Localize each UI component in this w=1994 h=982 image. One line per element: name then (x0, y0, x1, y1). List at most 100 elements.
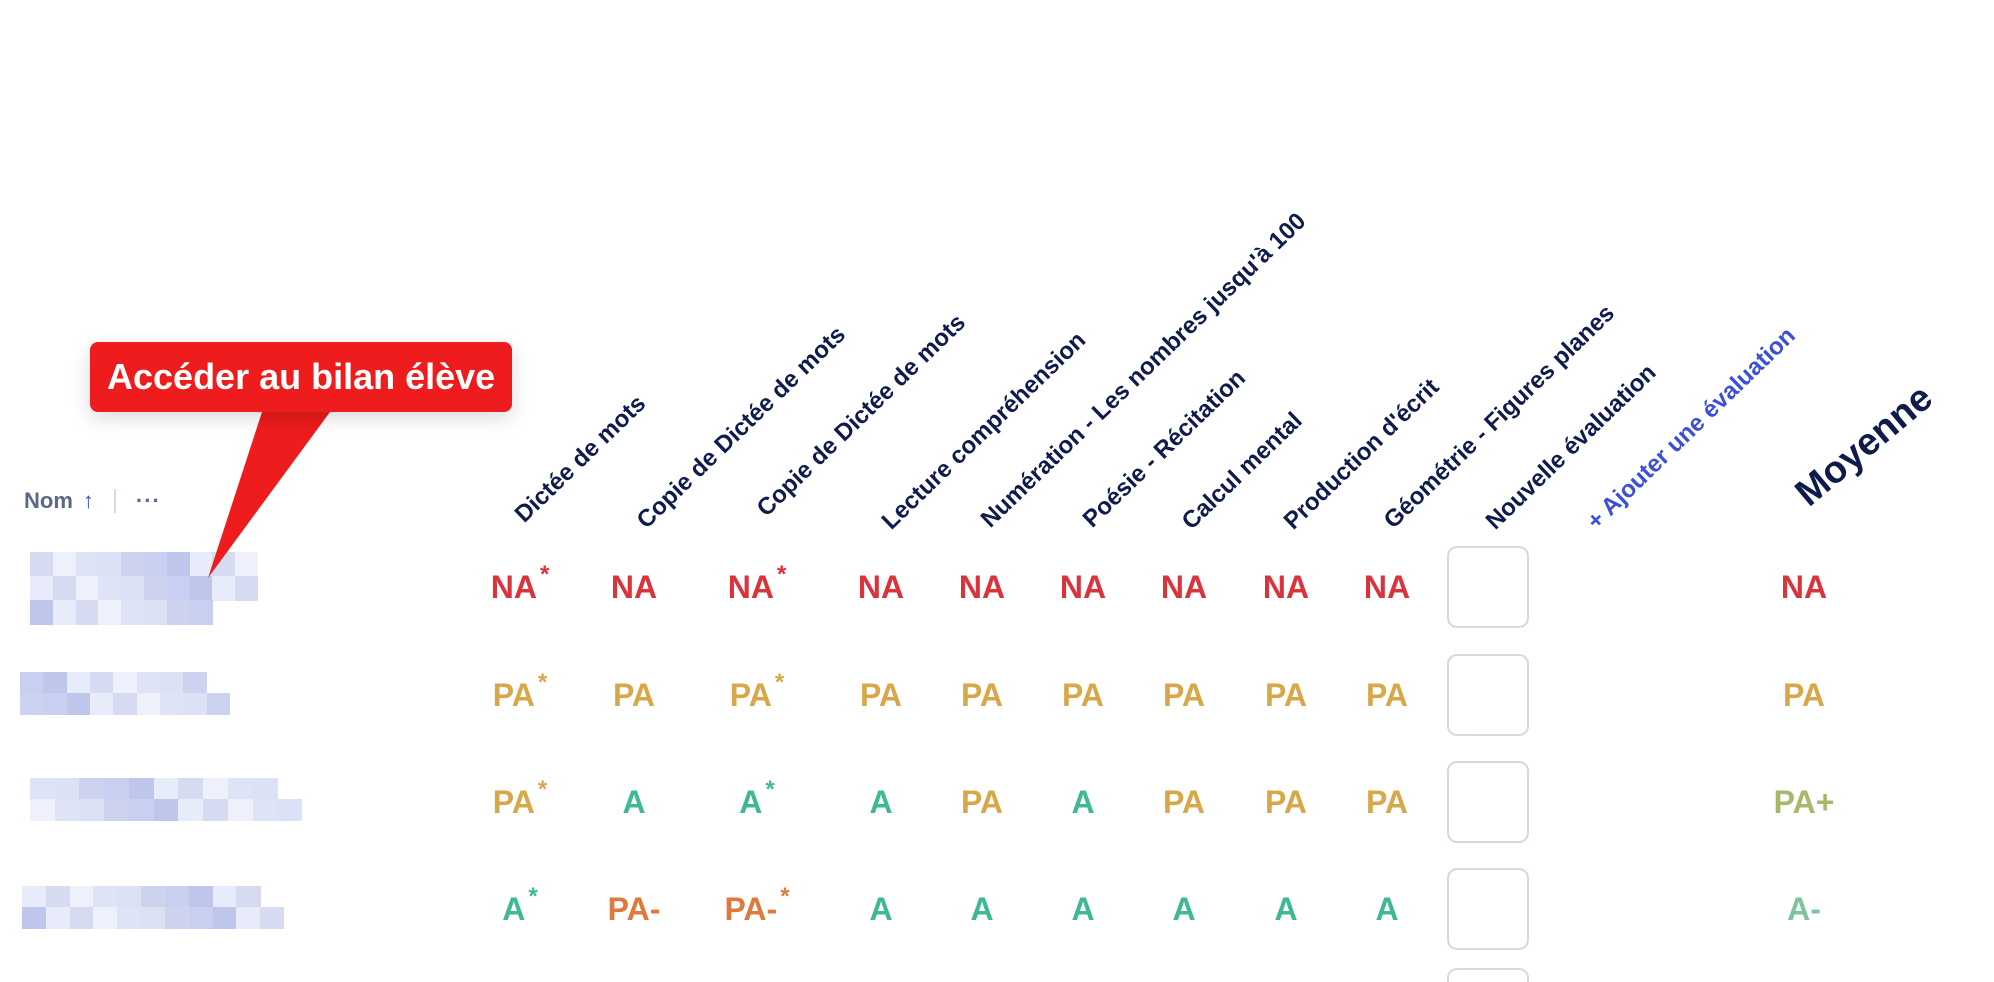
grade-value: NA (610, 569, 658, 605)
grade-value: NA (857, 569, 905, 605)
grade-cell[interactable]: PA (961, 679, 1003, 711)
grade-value: PA (492, 784, 535, 820)
grade-cell[interactable]: A (1071, 786, 1094, 818)
new-evaluation-input[interactable] (1447, 761, 1529, 843)
grade-cell[interactable]: NA * (727, 563, 787, 605)
grade-value: PA (1365, 677, 1409, 713)
grade-cell[interactable]: A (869, 893, 892, 925)
grade-value: PA (1365, 784, 1409, 820)
grade-cell[interactable]: A * (502, 885, 537, 927)
tooltip-text: Accéder au bilan élève (107, 356, 496, 397)
comment-marker: * (537, 776, 548, 803)
comment-marker: * (528, 883, 538, 910)
grade-value: A (869, 784, 893, 820)
grade-value: A (622, 784, 646, 820)
grade-cell[interactable]: PA (860, 679, 902, 711)
grade-value: PA (612, 677, 656, 713)
comment-marker: * (539, 561, 550, 588)
average-value: PA (1782, 677, 1826, 713)
name-header-label[interactable]: Nom (24, 488, 73, 513)
grade-value: PA- (724, 891, 778, 927)
grade-value: NA (1059, 569, 1107, 605)
grade-cell[interactable]: A (970, 893, 993, 925)
grade-value: A (1172, 891, 1196, 927)
grade-cell[interactable]: PA (961, 786, 1003, 818)
grade-cell[interactable]: A (1375, 893, 1398, 925)
average-value: PA+ (1773, 784, 1835, 820)
column-header[interactable]: Copie de Dictée de mots (631, 320, 851, 534)
grade-cell[interactable]: PA (1163, 786, 1205, 818)
grade-value: PA- (607, 891, 661, 927)
new-evaluation-input[interactable] (1447, 546, 1529, 628)
comment-marker: * (780, 883, 790, 910)
grade-cell[interactable]: A (622, 786, 645, 818)
tooltip: Accéder au bilan élève (90, 342, 513, 412)
average-value: A- (1787, 891, 1821, 927)
header-divider (113, 489, 116, 513)
grade-value: PA (1162, 677, 1206, 713)
grade-cell[interactable]: NA (959, 571, 1005, 603)
add-evaluation-link[interactable]: + Ajouter une évaluation (1581, 322, 1801, 535)
grade-cell[interactable]: PA (1062, 679, 1104, 711)
grade-value: A (1274, 891, 1298, 927)
average-column-header: Moyenne (1787, 376, 1941, 515)
new-evaluation-input[interactable] (1447, 868, 1529, 950)
comment-marker: * (774, 669, 785, 696)
grade-cell[interactable]: NA (1263, 571, 1309, 603)
grade-value: PA (859, 677, 903, 713)
grade-cell[interactable]: A (1172, 893, 1195, 925)
average-value: NA (1780, 569, 1828, 605)
column-header[interactable]: Dictée de mots (509, 389, 652, 528)
grade-cell[interactable]: NA (1161, 571, 1207, 603)
grade-cell[interactable]: A (869, 786, 892, 818)
grade-cell[interactable]: NA * (490, 563, 550, 605)
grade-value: A (1071, 784, 1095, 820)
grade-cell[interactable]: NA (611, 571, 657, 603)
grade-cell[interactable]: PA- * (724, 885, 789, 927)
grade-value: A (1071, 891, 1095, 927)
student-name[interactable] (30, 778, 303, 821)
grade-cell[interactable]: PA (1163, 679, 1205, 711)
grade-cell[interactable]: PA (1265, 679, 1307, 711)
grade-cell[interactable]: PA * (492, 778, 547, 820)
grade-cell[interactable]: PA (1265, 786, 1307, 818)
grade-cell[interactable]: NA (1364, 571, 1410, 603)
grade-value: NA (1160, 569, 1208, 605)
grade-value: NA (727, 569, 774, 605)
grade-cell[interactable]: PA (1366, 786, 1408, 818)
grade-cell[interactable]: PA (1366, 679, 1408, 711)
grade-value: PA (1264, 784, 1308, 820)
comment-marker: * (776, 561, 787, 588)
grade-value: PA (960, 784, 1004, 820)
name-column-header[interactable]: Nom ↑ ··· (24, 488, 161, 514)
new-evaluation-input[interactable] (1447, 968, 1529, 982)
grade-value: NA (1262, 569, 1310, 605)
student-name[interactable] (22, 886, 285, 929)
new-evaluation-input[interactable] (1447, 654, 1529, 736)
comment-marker: * (765, 776, 775, 803)
grade-cell[interactable]: A (1274, 893, 1297, 925)
grade-value: A (1375, 891, 1399, 927)
grade-value: A (869, 891, 893, 927)
grade-cell[interactable]: A * (739, 778, 774, 820)
grade-cell[interactable]: NA (858, 571, 904, 603)
grade-value: NA (958, 569, 1006, 605)
grade-cell[interactable]: NA (1060, 571, 1106, 603)
grade-value: NA (490, 569, 537, 605)
student-name[interactable] (20, 672, 231, 715)
grade-cell[interactable]: PA- (608, 893, 661, 925)
grade-cell[interactable]: PA (613, 679, 655, 711)
student-name[interactable] (30, 552, 259, 625)
grade-value: PA (1264, 677, 1308, 713)
grade-value: PA (729, 677, 772, 713)
grade-value: PA (1061, 677, 1105, 713)
sort-ascending-icon[interactable]: ↑ (82, 488, 94, 513)
grade-cell[interactable]: PA * (729, 671, 784, 713)
grade-cell[interactable]: PA * (493, 671, 547, 712)
grade-value: A (739, 784, 763, 820)
grade-value: A (502, 891, 526, 927)
grade-cell[interactable]: A (1071, 893, 1094, 925)
more-options-icon[interactable]: ··· (135, 488, 161, 513)
column-header[interactable]: Nouvelle évaluation (1480, 358, 1662, 535)
